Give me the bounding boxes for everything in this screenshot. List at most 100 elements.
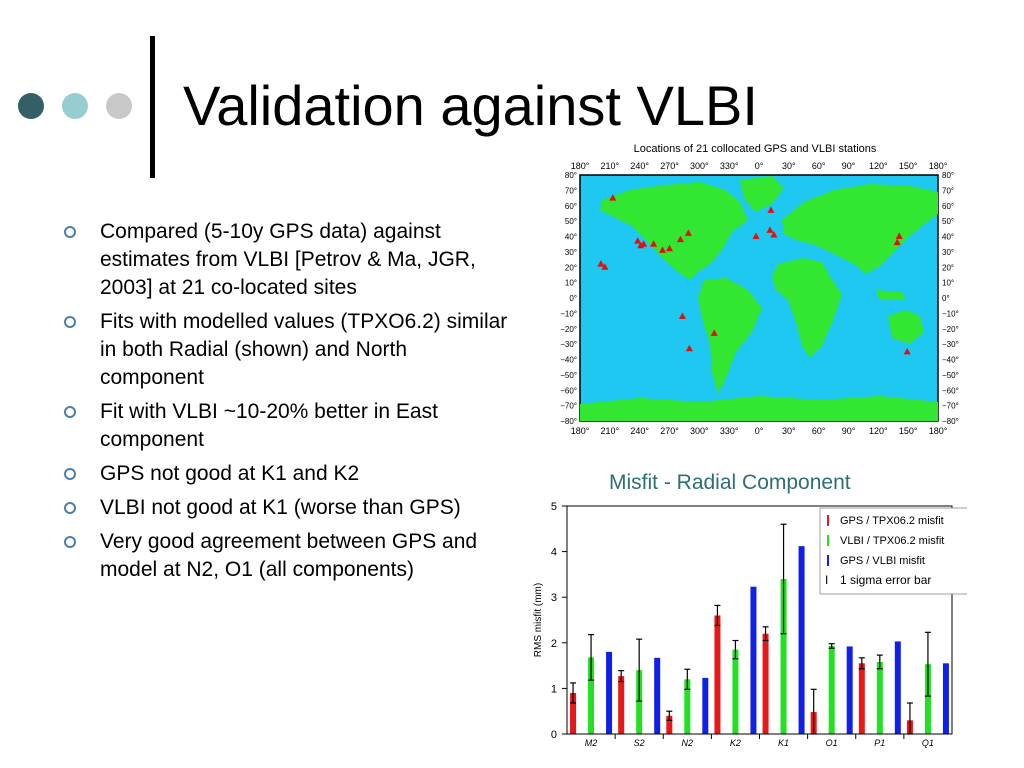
map-lon-label: 0° bbox=[755, 426, 764, 436]
map-lon-label: 210° bbox=[601, 161, 620, 171]
map-lat-label: −70° bbox=[942, 402, 959, 411]
bar bbox=[762, 633, 769, 734]
chart-y-ticks: 0 1 2 3 4 5 bbox=[551, 501, 567, 741]
map-lat-label: 50° bbox=[942, 217, 954, 226]
decor-dot-2 bbox=[62, 93, 88, 119]
bar bbox=[858, 663, 865, 734]
map-lon-label: 180° bbox=[929, 161, 948, 171]
decor-dot-3 bbox=[106, 93, 132, 119]
station-marker bbox=[684, 229, 692, 236]
bar bbox=[702, 677, 709, 734]
map-lon-label: 210° bbox=[601, 426, 620, 436]
bullet-text: VLBI not good at K1 (worse than GPS) bbox=[100, 496, 461, 519]
bar bbox=[798, 546, 805, 734]
legend-errorbar-symbol: I bbox=[825, 573, 828, 587]
bar bbox=[732, 649, 739, 734]
land-south-america bbox=[698, 278, 762, 394]
y-tick-label: 0 bbox=[551, 729, 557, 741]
legend-label: 1 sigma error bar bbox=[840, 573, 931, 587]
bar bbox=[942, 663, 949, 734]
map-lat-label: −10° bbox=[942, 309, 959, 318]
map-lat-label: 60° bbox=[565, 202, 577, 211]
map-lon-label: 240° bbox=[630, 161, 649, 171]
bullet-text: Fits with modelled values (TPXO6.2) simi… bbox=[100, 310, 508, 389]
station-marker bbox=[752, 232, 760, 239]
map-lat-labels-right: 80° 70° 60° 50° 40° 30° 20° 10° 0° −10° −20° −30° −4… bbox=[942, 171, 959, 426]
map-lon-label: 180° bbox=[571, 426, 590, 436]
map-lon-label: 240° bbox=[630, 426, 649, 436]
station-map: Locations of 21 collocated GPS and VLBI … bbox=[560, 143, 959, 436]
map-lat-label: −20° bbox=[560, 325, 577, 334]
map-lon-labels-bottom: 180° 210° 240° 270° 300° 330° 0° 30° 60° 90° 120° 1… bbox=[571, 426, 948, 436]
bullet-list: Compared (5-10y GPS data) against estima… bbox=[64, 218, 514, 590]
y-tick-label: 5 bbox=[551, 501, 557, 513]
map-lat-label: 80° bbox=[942, 171, 954, 180]
station-marker bbox=[903, 347, 911, 355]
bar bbox=[684, 679, 691, 734]
map-land bbox=[580, 176, 938, 421]
x-tick-label: O1 bbox=[826, 738, 838, 748]
station-marker bbox=[893, 238, 901, 246]
bullet-item: VLBI not good at K1 (worse than GPS) bbox=[64, 494, 514, 522]
map-lat-label: 20° bbox=[942, 263, 954, 272]
bullet-item: GPS not good at K1 and K2 bbox=[64, 460, 514, 488]
map-lat-label: −70° bbox=[560, 402, 577, 411]
map-lat-label: 40° bbox=[565, 233, 577, 242]
y-tick-label: 3 bbox=[551, 592, 557, 604]
station-marker bbox=[678, 312, 686, 319]
land-indonesia bbox=[876, 290, 906, 300]
legend-label: VLBI / TPX06.2 misfit bbox=[840, 535, 944, 547]
map-lat-label: 70° bbox=[942, 186, 954, 195]
station-marker bbox=[676, 235, 684, 243]
map-lat-label: −40° bbox=[942, 356, 959, 365]
map-lat-label: −60° bbox=[942, 386, 959, 395]
map-lon-labels-top: 180° 210° 240° 270° 300° 330° 0° 30° 60° 90° 120° 1… bbox=[571, 161, 948, 171]
map-lon-label: 90° bbox=[842, 161, 856, 171]
station-marker bbox=[601, 263, 609, 270]
station-marker bbox=[685, 344, 693, 352]
legend-label: GPS / TPX06.2 misfit bbox=[840, 515, 944, 527]
bullet-icon bbox=[64, 536, 76, 548]
map-lon-label: 30° bbox=[782, 161, 796, 171]
bullet-icon bbox=[64, 226, 76, 238]
x-tick-label: M2 bbox=[585, 738, 598, 748]
station-marker bbox=[766, 226, 774, 233]
map-lat-label: −20° bbox=[942, 325, 959, 334]
bar bbox=[714, 615, 721, 734]
map-lon-label: 150° bbox=[899, 161, 918, 171]
station-marker bbox=[710, 329, 718, 336]
map-lat-label: −60° bbox=[560, 386, 577, 395]
x-tick-label: K1 bbox=[778, 738, 789, 748]
bullet-text: Compared (5-10y GPS data) against estima… bbox=[100, 220, 476, 299]
station-marker bbox=[597, 260, 605, 267]
bar bbox=[588, 657, 595, 734]
bullet-icon bbox=[64, 406, 76, 418]
station-marker bbox=[640, 240, 648, 247]
bar bbox=[894, 641, 901, 734]
station-marker bbox=[666, 244, 673, 252]
bar bbox=[654, 657, 661, 734]
map-lat-label: −80° bbox=[560, 417, 577, 426]
map-lon-label: 60° bbox=[812, 161, 826, 171]
bar bbox=[618, 676, 625, 734]
bullet-item: Fit with VLBI ~10-20% better in East com… bbox=[64, 398, 514, 454]
map-lat-label: −50° bbox=[942, 371, 959, 380]
land-north-america bbox=[600, 182, 748, 280]
bar bbox=[750, 586, 757, 734]
y-tick-label: 2 bbox=[551, 638, 557, 650]
map-lon-label: 330° bbox=[720, 426, 739, 436]
bullet-item: Very good agreement between GPS and mode… bbox=[64, 528, 514, 584]
y-tick-label: 1 bbox=[551, 683, 557, 695]
map-lon-label: 180° bbox=[571, 161, 590, 171]
map-lat-label: −30° bbox=[560, 340, 577, 349]
map-stations bbox=[597, 194, 911, 355]
map-lat-label: 60° bbox=[942, 202, 954, 211]
bullet-text: Very good agreement between GPS and mode… bbox=[100, 530, 478, 581]
bullet-text: GPS not good at K1 and K2 bbox=[100, 462, 360, 485]
map-lon-label: 120° bbox=[869, 426, 888, 436]
bullet-item: Fits with modelled values (TPXO6.2) simi… bbox=[64, 308, 514, 392]
x-tick-label: K2 bbox=[730, 738, 741, 748]
bullet-icon bbox=[64, 468, 76, 480]
bullet-icon bbox=[64, 502, 76, 514]
